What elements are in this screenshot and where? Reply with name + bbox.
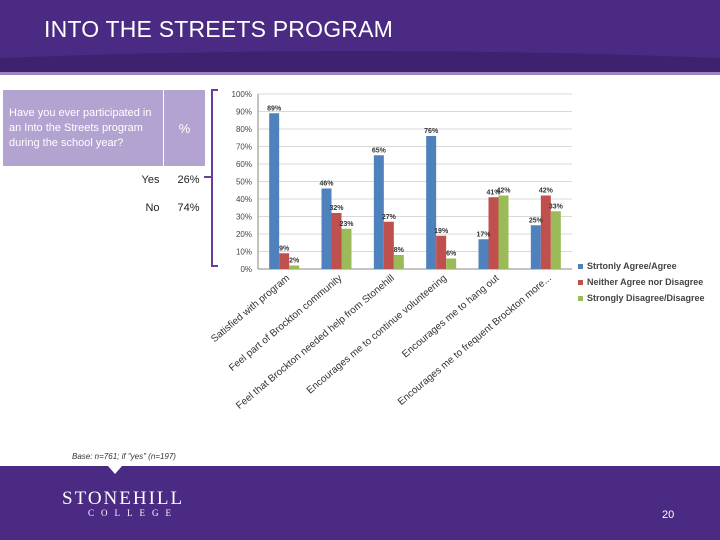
- bar: [393, 255, 404, 269]
- y-tick-label: 40%: [236, 195, 252, 204]
- table-row: No 74%: [3, 194, 205, 222]
- data-label: 23%: [339, 221, 354, 228]
- x-category-label: Feel part of Brockton community: [227, 273, 344, 374]
- data-label: 27%: [382, 214, 397, 221]
- page-number: 20: [662, 509, 675, 521]
- bar: [289, 265, 300, 269]
- y-tick-label: 60%: [236, 160, 252, 169]
- data-label: 42%: [539, 188, 554, 195]
- bar: [550, 211, 561, 269]
- bar: [478, 239, 489, 269]
- bar: [530, 225, 541, 269]
- bar: [321, 188, 332, 269]
- data-label: 6%: [446, 251, 457, 258]
- base-note: Base: n=761; if "yes" (n=197): [72, 452, 176, 461]
- bar: [383, 221, 394, 269]
- data-label: 32%: [329, 205, 344, 212]
- y-tick-label: 30%: [236, 213, 252, 222]
- footer-bar: [0, 466, 720, 540]
- question-table-header: Have you ever participated in an Into th…: [3, 90, 205, 166]
- answer-value: 26%: [177, 174, 200, 186]
- bar: [373, 155, 384, 269]
- y-tick-label: 100%: [232, 90, 252, 99]
- legend-swatch: [578, 264, 583, 269]
- bar-chart: 89%46%65%76%17%25%9%32%27%19%41% 42%2%23%…: [209, 90, 705, 412]
- y-tick-label: 20%: [236, 230, 252, 239]
- bracket-connector: [204, 89, 218, 267]
- header-bar: [0, 0, 720, 72]
- college-logo-sub: COLLEGE: [88, 508, 178, 518]
- data-label: 8%: [394, 247, 405, 254]
- legend-swatch: [578, 280, 583, 285]
- data-label: 46%: [319, 181, 334, 188]
- x-category-label: Encourages me to hang out: [400, 273, 501, 361]
- bar: [269, 113, 280, 269]
- data-label: 65%: [372, 147, 387, 154]
- y-tick-label: 80%: [236, 125, 252, 134]
- legend-label: Strtonly Agree/Agree: [587, 261, 677, 271]
- data-label: 41%: [486, 189, 501, 196]
- answer-label: No: [145, 202, 160, 214]
- percent-header: %: [178, 120, 191, 136]
- slide-title: INTO THE STREETS PROGRAM: [44, 16, 393, 42]
- y-tick-label: 50%: [236, 178, 252, 187]
- answer-label: Yes: [141, 174, 160, 186]
- bar: [540, 195, 551, 269]
- bar: [331, 213, 342, 269]
- bar: [436, 235, 447, 269]
- bar: [488, 197, 499, 269]
- bar: [498, 195, 509, 269]
- y-tick-label: 90%: [236, 108, 252, 117]
- data-label: 33%: [549, 203, 564, 210]
- bar: [279, 253, 290, 269]
- data-label: 25%: [529, 217, 544, 224]
- legend-swatch: [578, 296, 583, 301]
- bar: [446, 258, 457, 269]
- data-label: 9%: [279, 245, 290, 252]
- table-row: Yes 26%: [3, 166, 205, 194]
- bar: [426, 136, 437, 269]
- answer-value: 74%: [177, 202, 200, 214]
- data-label: 42%: [496, 188, 511, 195]
- y-tick-label: 0%: [240, 265, 252, 274]
- question-text: Have you ever participated in an Into th…: [3, 90, 164, 166]
- data-label: 2%: [289, 258, 300, 265]
- data-label: 76%: [424, 128, 439, 135]
- header-divider: [0, 72, 720, 75]
- data-label: 19%: [434, 228, 449, 235]
- legend-label: Neither Agree nor Disagree: [587, 277, 703, 287]
- college-logo-name: STONEHILL: [62, 488, 185, 509]
- question-table: Have you ever participated in an Into th…: [3, 90, 205, 222]
- data-label: 89%: [267, 105, 282, 112]
- legend-label: Strongly Disagree/Disagree: [587, 293, 705, 303]
- y-tick-label: 70%: [236, 143, 252, 152]
- y-tick-label: 10%: [236, 248, 252, 257]
- data-label: 17%: [476, 231, 491, 238]
- bar: [341, 228, 352, 269]
